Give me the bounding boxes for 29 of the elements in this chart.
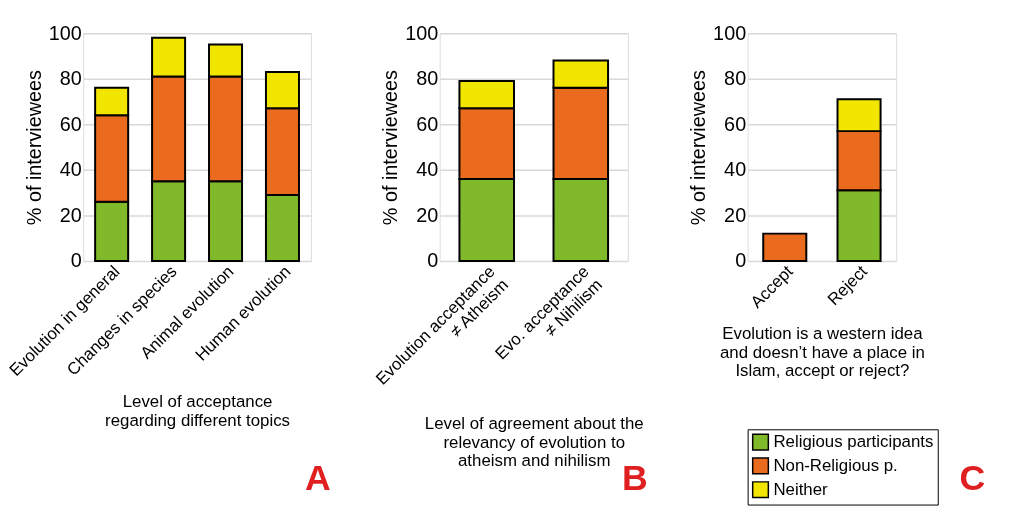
y-tick-label: 20 [724,203,747,226]
y-tick-label: 60 [59,112,82,135]
legend-label: Religious participants [773,432,934,452]
y-tick-label: 40 [59,158,82,181]
legend-label: Non-Religious p. [773,455,898,475]
y-axis-title: % of interviewees [379,69,402,226]
y-tick-label: 0 [427,249,439,272]
y-tick-label: 20 [59,203,82,226]
y-tick-label: 0 [735,249,747,272]
y-tick-label: 80 [59,67,82,90]
y-tick-label: 40 [416,158,439,181]
text: A [305,457,331,498]
y-tick-label: 100 [713,21,747,44]
y-tick-label: 60 [416,112,439,135]
legend-label: Neither [773,479,829,499]
bar [762,232,808,262]
y-tick-label: 80 [724,67,747,90]
y-tick-label: 80 [416,67,439,90]
y-tick-label: 60 [724,112,747,135]
text: C [959,457,986,498]
x-axis-title: Level of acceptance regarding different topics [105,391,291,430]
y-axis-title: % of interviewees [22,69,45,226]
y-tick-label: 20 [416,203,439,226]
y-tick-label: 100 [48,21,82,44]
x-axis-title: Evolution is a western idea and doesn’t have a place in Islam, accept or reject? [719,323,925,381]
y-tick-label: 40 [724,158,747,181]
y-axis-title: % of interviewees [687,69,710,226]
y-tick-label: 0 [70,249,82,272]
y-tick-label: 100 [405,21,439,44]
